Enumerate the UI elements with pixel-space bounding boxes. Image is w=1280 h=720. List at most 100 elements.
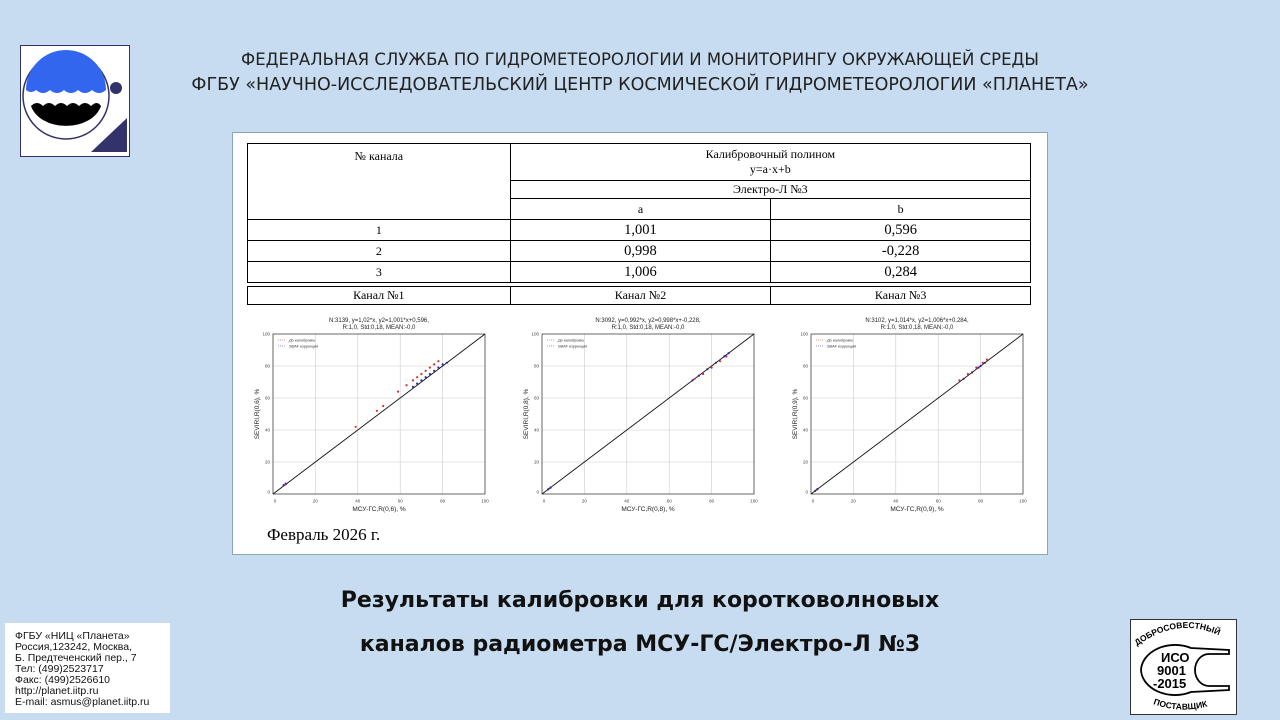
- address-block: ФГБУ «НИЦ «Планета» Россия,123242, Москв…: [5, 623, 170, 713]
- x-tick-label: 20: [313, 499, 319, 504]
- data-point: [547, 488, 550, 491]
- identity-line: [541, 333, 755, 495]
- planeta-logo: [20, 45, 130, 157]
- data-point: [354, 425, 357, 428]
- header-line1: ФЕДЕРАЛЬНАЯ СЛУЖБА ПО ГИДРОМЕТЕОРОЛОГИИ …: [241, 50, 1039, 69]
- iso-l3: -2015: [1153, 676, 1186, 691]
- x-tick-label: 20: [851, 499, 857, 504]
- data-point: [725, 355, 728, 358]
- y-tick-label: 80: [265, 364, 271, 369]
- identity-line: [810, 333, 1024, 495]
- legend-entry: До калибровки: [557, 339, 585, 343]
- y-tick-label: 60: [265, 396, 271, 401]
- address-line: ФГБУ «НИЦ «Планета»: [15, 630, 130, 642]
- data-point: [411, 379, 415, 382]
- y-tick-label: 0: [536, 490, 539, 495]
- legend-entry: До калибровки: [826, 339, 854, 343]
- y-tick-label: 40: [265, 428, 271, 433]
- satellite-header: Электро-Л №3: [509, 180, 1032, 199]
- data-point: [706, 368, 709, 371]
- x-tick-label: 20: [582, 499, 588, 504]
- x-tick-label: 40: [624, 499, 630, 504]
- plot-frame: [541, 333, 755, 495]
- x-tick-label: 100: [481, 499, 489, 504]
- cell-a: 1,006: [509, 261, 772, 283]
- chart-channel-3: N:3102, y=1,014*x, y2=1,006*x+0,284, R:1,…: [789, 315, 1049, 515]
- cell-b: 0,284: [770, 261, 1031, 283]
- x-tick-label: 0: [543, 499, 546, 504]
- polynom-header: Калибровочный полином y=a·x+b: [509, 143, 1032, 181]
- data-point: [977, 366, 980, 369]
- scatter-plot: N:3092, y=0,992*x, y2=0,998*x+-0,228,R:1…: [523, 318, 758, 513]
- x-tick-label: 80: [440, 499, 446, 504]
- legend-entry: SBAF коррекция: [289, 345, 318, 349]
- x-axis-label: МСУ-ГС,R(0,6), %: [352, 506, 406, 513]
- y-tick-label: 20: [265, 460, 271, 465]
- data-point: [962, 377, 965, 380]
- table-row: 1 1,001 0,596: [247, 219, 1031, 241]
- y-tick-label: 100: [262, 332, 270, 337]
- data-point: [702, 372, 705, 376]
- y-tick-label: 0: [267, 490, 270, 495]
- legend-entry: SBAF коррекция: [827, 345, 856, 349]
- x-tick-label: 60: [667, 499, 673, 504]
- data-point: [697, 374, 700, 377]
- x-tick-label: 60: [936, 499, 942, 504]
- x-tick-label: 0: [274, 499, 277, 504]
- data-point: [420, 372, 423, 376]
- calibration-table: № канала Калибровочный полином y=a·x+b Эл…: [247, 143, 1032, 283]
- data-point: [710, 366, 713, 369]
- polynom-title: Калибровочный полином: [705, 147, 836, 161]
- data-point: [981, 361, 984, 364]
- date-label: Февраль 2026 г.: [267, 525, 381, 544]
- x-tick-label: 80: [709, 499, 715, 504]
- data-point: [693, 377, 696, 380]
- x-tick-label: 0: [812, 499, 815, 504]
- data-point: [958, 379, 961, 382]
- y-tick-label: 60: [534, 396, 540, 401]
- address-line: http://planet.iitp.ru: [15, 685, 99, 697]
- data-point: [428, 372, 431, 376]
- channel-label: Канал №3: [770, 286, 1031, 305]
- iso-l1: ИСО: [1161, 650, 1190, 665]
- svg-text:ПОСТАВЩИК: ПОСТАВЩИК: [1152, 696, 1209, 711]
- data-point: [441, 363, 444, 366]
- x-tick-label: 100: [1019, 499, 1027, 504]
- data-point: [816, 488, 819, 491]
- cell-b: 0,596: [770, 219, 1031, 241]
- chart-channel-1: N:3139, y=1,02*x, y2=1,001*x+0,596, R:1,0…: [251, 315, 511, 515]
- y-axis-label: SEVIRI,R(0,8), %: [523, 389, 530, 440]
- polynom-formula: y=a·x+b: [749, 162, 791, 176]
- x-tick-label: 60: [398, 499, 404, 504]
- data-point: [437, 360, 440, 363]
- y-tick-label: 20: [534, 460, 540, 465]
- channel-labels-row: Канал №1 Канал №2 Канал №3: [247, 286, 1031, 305]
- x-axis-label: МСУ-ГС,R(0,8), %: [621, 506, 675, 513]
- data-point: [428, 366, 431, 369]
- data-point: [983, 361, 986, 364]
- legend-entry: До калибровки: [288, 339, 316, 343]
- cell-b: -0,228: [770, 240, 1031, 262]
- chart-title: N:3102, y=1,014*x, y2=1,006*x+0,284,: [865, 318, 969, 324]
- chart-subtitle: R:1,0, Std:0,18, MEAN:-0,0: [343, 325, 416, 331]
- iso-badge: ДОБРОСОВЕСТНЫЙ ПОСТАВЩИК ИСО 9001 -2015: [1130, 619, 1237, 715]
- data-point: [433, 363, 436, 366]
- y-tick-label: 80: [534, 364, 540, 369]
- channel-label: Канал №1: [247, 286, 511, 305]
- y-tick-label: 0: [805, 490, 808, 495]
- slide-title-line1: Результаты калибровки для коротковолновы…: [340, 588, 940, 613]
- table-row: 2 0,998 -0,228: [247, 240, 1031, 262]
- data-point: [416, 382, 419, 385]
- chart-subtitle: R:1,0, Std:0,18, MEAN:-0,0: [612, 325, 685, 331]
- data-point: [445, 361, 448, 364]
- iso-top-text: ДОБРОСОВЕСТНЫЙ: [1132, 620, 1222, 648]
- data-point: [420, 379, 423, 382]
- y-tick-label: 60: [803, 396, 809, 401]
- cell-a: 0,998: [509, 240, 772, 262]
- address-line: E-mail: asmus@planet.iitp.ru: [15, 696, 150, 708]
- data-point: [549, 486, 552, 489]
- data-point: [433, 369, 436, 372]
- data-point: [396, 390, 400, 393]
- data-point: [375, 409, 378, 412]
- table-row: 3 1,006 0,284: [247, 261, 1031, 283]
